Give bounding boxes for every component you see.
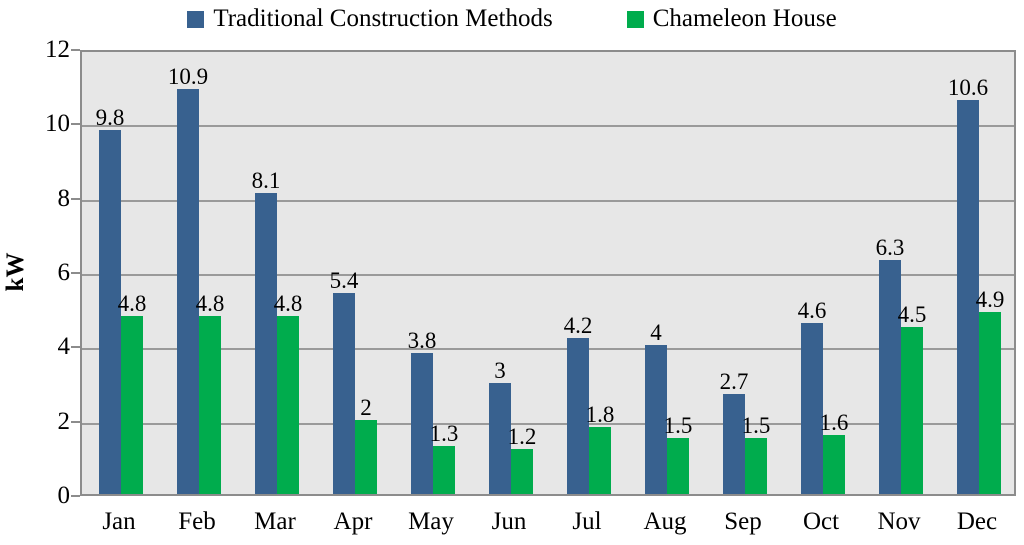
bar-traditional-may <box>411 352 433 494</box>
x-axis-label: Aug <box>643 508 687 535</box>
y-axis-tick-mark <box>71 197 80 200</box>
bar-value-label: 3 <box>494 357 506 383</box>
bar-chameleon-jun <box>511 449 533 494</box>
bar-value-label: 4.6 <box>797 298 827 324</box>
bar-value-label: 4.8 <box>117 290 147 316</box>
bar-value-label: 2 <box>360 394 372 420</box>
bar-value-label: 2.7 <box>719 368 749 394</box>
bar-value-label: 10.6 <box>947 75 989 101</box>
x-axis-label: Dec <box>956 508 998 535</box>
bar-chameleon-mar <box>277 315 299 494</box>
bar-traditional-feb <box>177 88 199 494</box>
bar-value-label: 4.8 <box>273 290 303 316</box>
bar-value-label: 1.5 <box>663 413 693 439</box>
x-axis-label: Mar <box>254 508 296 535</box>
x-axis-label: Sep <box>724 508 762 535</box>
legend: Traditional Construction Methods Chameleo… <box>0 2 1024 36</box>
x-axis-label: Oct <box>802 508 840 535</box>
legend-swatch-icon <box>187 10 205 28</box>
bar-chameleon-sep <box>745 438 767 494</box>
legend-label: Traditional Construction Methods <box>213 5 553 32</box>
bar-chameleon-dec <box>979 311 1001 494</box>
x-axis-label: Nov <box>877 508 921 535</box>
bar-traditional-dec <box>957 100 979 494</box>
bar-traditional-sep <box>723 393 745 494</box>
bar-value-label: 6.3 <box>875 234 905 260</box>
bar-traditional-nov <box>879 259 901 494</box>
y-axis-tick-mark <box>71 123 80 126</box>
y-axis-tick-mark <box>71 420 80 423</box>
y-axis-tick-label: 0 <box>57 482 71 509</box>
bar-traditional-mar <box>255 192 277 494</box>
legend-swatch-icon <box>626 10 644 28</box>
bar-value-label: 4.8 <box>195 290 225 316</box>
y-axis-tick-label: 8 <box>57 184 71 212</box>
gridline <box>82 348 1014 351</box>
gridline <box>82 274 1014 276</box>
plot-area: 9.8 4.8 10.9 4.8 8.1 4.8 5.4 2 3.8 1.3 3 1.2 4.2 1.8 4… <box>80 50 1016 496</box>
gridline <box>82 422 1014 425</box>
bar-value-label: 4.2 <box>563 312 593 338</box>
x-axis-label: Feb <box>178 508 216 535</box>
bar-value-label: 4.9 <box>975 286 1005 312</box>
bar-chameleon-aug <box>667 438 689 494</box>
bar-value-label: 9.8 <box>95 104 125 130</box>
bar-traditional-oct <box>801 323 823 494</box>
x-axis-label: Jul <box>572 508 602 535</box>
bar-value-label: 1.5 <box>741 413 771 439</box>
bar-traditional-aug <box>645 345 667 494</box>
x-axis-label: Jun <box>491 508 527 535</box>
legend-item-traditional: Traditional Construction Methods <box>187 5 553 33</box>
y-axis-tick-mark <box>71 495 80 497</box>
x-axis-label: Jan <box>102 508 136 535</box>
y-axis-tick-mark <box>71 346 80 349</box>
y-axis-tick-label: 12 <box>45 36 70 63</box>
bar-value-label: 1.8 <box>585 402 615 428</box>
bar-chameleon-feb <box>199 315 221 494</box>
bar-chameleon-jul <box>589 427 611 494</box>
y-axis-tick-label: 2 <box>57 407 71 435</box>
bar-value-label: 3.8 <box>407 327 437 353</box>
gridline <box>82 199 1014 202</box>
x-axis-label: May <box>408 508 454 535</box>
bar-traditional-jun <box>489 382 511 494</box>
bar-chameleon-nov <box>901 326 923 494</box>
bar-value-label: 1.3 <box>429 420 459 446</box>
bar-chameleon-oct <box>823 434 845 494</box>
bar-traditional-apr <box>333 293 355 494</box>
legend-item-chameleon: Chameleon House <box>626 5 837 33</box>
bar-value-label: 5.4 <box>329 268 359 294</box>
y-axis-tick-label: 6 <box>57 259 71 286</box>
y-axis-tick-label: 4 <box>57 333 71 361</box>
bar-chameleon-apr <box>355 419 377 494</box>
bar-traditional-jan <box>99 129 121 494</box>
legend-label: Chameleon House <box>652 5 837 32</box>
bar-value-label: 8.1 <box>251 167 281 193</box>
bar-value-label: 10.9 <box>167 63 209 89</box>
y-axis-tick-mark <box>71 272 80 274</box>
bar-chameleon-jan <box>121 315 143 494</box>
bar-value-label: 1.6 <box>819 409 849 435</box>
bar-value-label: 4 <box>650 320 662 346</box>
y-axis-tick-label: 10 <box>45 110 70 138</box>
bar-chameleon-may <box>433 445 455 494</box>
gridline <box>82 125 1014 128</box>
x-axis-label: Apr <box>333 508 373 535</box>
bar-value-label: 4.5 <box>897 301 927 327</box>
bar-value-label: 1.2 <box>507 424 537 450</box>
bar-traditional-jul <box>567 337 589 494</box>
y-axis-tick-mark <box>71 49 80 51</box>
